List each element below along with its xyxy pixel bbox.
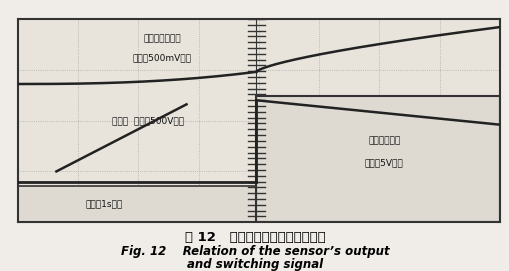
- Text: 横轴：1s／格: 横轴：1s／格: [86, 199, 123, 208]
- Text: 图 12   传感器输出与开关信号关系: 图 12 传感器输出与开关信号关系: [184, 231, 325, 244]
- Text: 纵轴：500mV／格: 纵轴：500mV／格: [133, 53, 191, 62]
- Text: 传感器输出信号: 传感器输出信号: [144, 35, 181, 44]
- Text: 开关信号输出: 开关信号输出: [367, 136, 400, 146]
- Text: 击穿点  纵轴：500V／格: 击穿点 纵轴：500V／格: [111, 116, 184, 125]
- Text: 纵轴：5V／格: 纵轴：5V／格: [364, 159, 403, 168]
- Text: and switching signal: and switching signal: [187, 258, 322, 271]
- Bar: [18, 186, 499, 222]
- Text: Fig. 12    Relation of the sensor’s output: Fig. 12 Relation of the sensor’s output: [121, 245, 388, 258]
- Bar: [256, 96, 499, 222]
